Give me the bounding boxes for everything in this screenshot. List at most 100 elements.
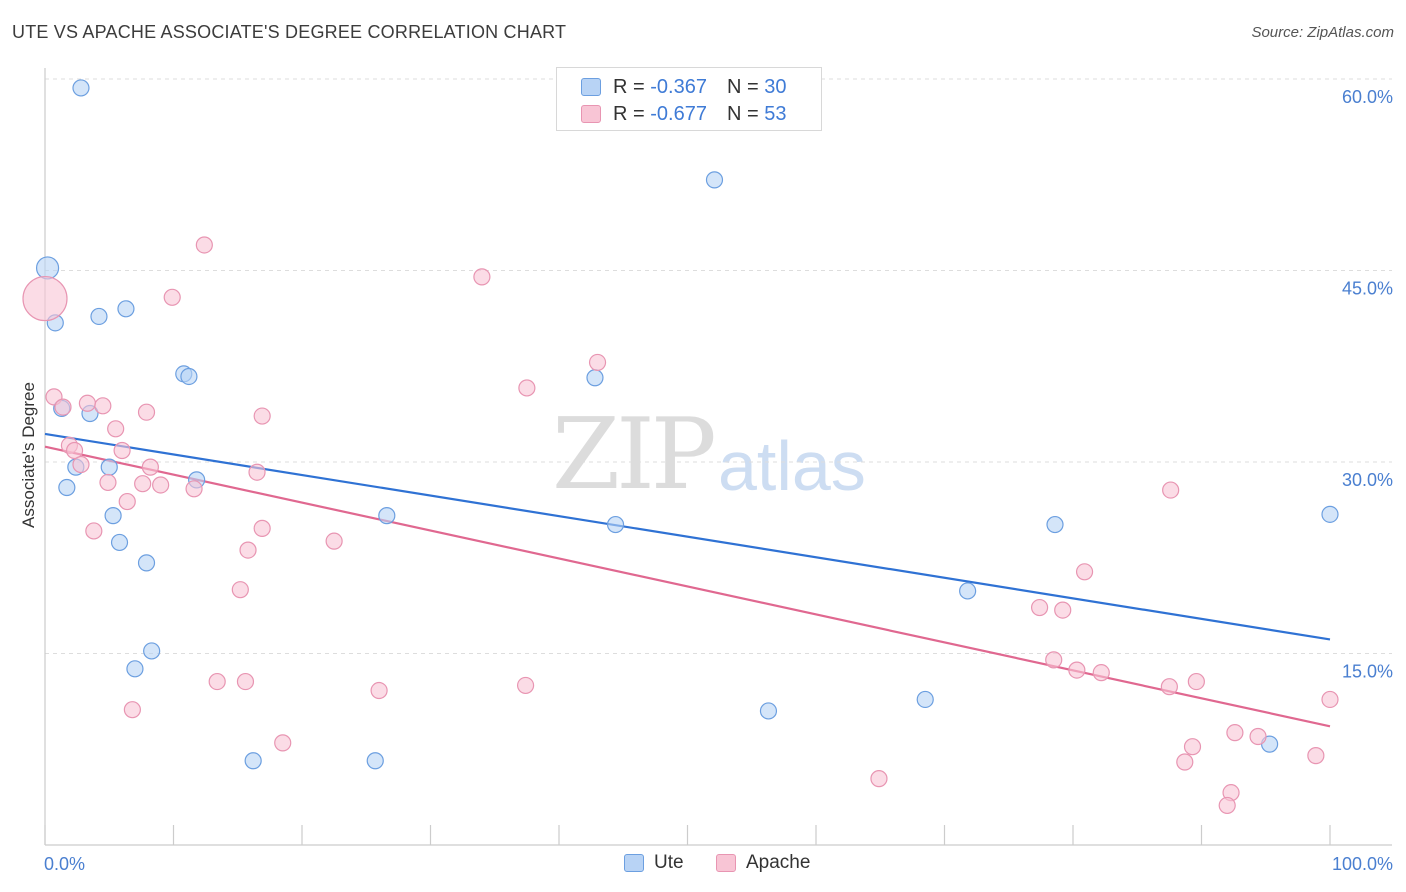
apache-point-22 bbox=[185, 480, 203, 498]
apache-point-26 bbox=[325, 532, 343, 550]
apache-point-36 bbox=[208, 672, 226, 691]
apache-point-27 bbox=[239, 541, 257, 559]
series-legend: Ute Apache bbox=[0, 852, 1406, 878]
apache-point-52 bbox=[1218, 796, 1236, 815]
apache-point-23 bbox=[118, 492, 136, 511]
ute-trend-line bbox=[44, 432, 1331, 641]
x-tick-label-max: 100.0% bbox=[1332, 854, 1393, 874]
watermark-atlas: atlas bbox=[718, 427, 866, 505]
apache-point-43 bbox=[123, 701, 141, 719]
apache-point-44 bbox=[274, 734, 292, 752]
apache-point-47 bbox=[1183, 738, 1202, 756]
legend-item-ute[interactable]: Ute bbox=[624, 852, 684, 874]
ute-point-8 bbox=[586, 369, 604, 387]
y-axis-title: Associate's Degree bbox=[19, 382, 38, 528]
apache-point-30 bbox=[1075, 563, 1094, 581]
ute-point-26 bbox=[759, 702, 778, 720]
apache-point-11 bbox=[253, 407, 271, 425]
ute-point-28 bbox=[366, 752, 384, 770]
apache-swatch bbox=[581, 105, 601, 123]
apache-point-16 bbox=[72, 455, 90, 474]
apache-n-value: 53 bbox=[764, 102, 787, 125]
ute-point-21 bbox=[137, 554, 156, 572]
ute-point-14 bbox=[58, 478, 76, 497]
apache-point-37 bbox=[236, 672, 255, 691]
apache-point-42 bbox=[1321, 690, 1339, 709]
y-tick-label-15: 15.0% bbox=[1342, 662, 1393, 682]
chart-title: UTE VS APACHE ASSOCIATE'S DEGREE CORRELA… bbox=[12, 22, 567, 42]
apache-r-value: -0.677 bbox=[650, 102, 707, 125]
apache-point-15 bbox=[113, 441, 131, 460]
apache-point-24 bbox=[85, 522, 103, 540]
apache-point-35 bbox=[1092, 664, 1110, 682]
apache-point-32 bbox=[1054, 601, 1072, 619]
ute-point-15 bbox=[104, 507, 122, 525]
y-tick-label-30: 30.0% bbox=[1342, 470, 1393, 490]
ute-point-2 bbox=[35, 256, 60, 280]
apache-trend-line bbox=[44, 445, 1331, 728]
ute-point-25 bbox=[916, 690, 934, 709]
grid-lines bbox=[45, 78, 1392, 654]
apache-point-3 bbox=[163, 288, 181, 306]
apache-point-18 bbox=[248, 463, 266, 481]
ute-point-16 bbox=[378, 507, 396, 525]
apache-legend-label: Apache bbox=[746, 852, 811, 873]
apache-point-7 bbox=[54, 398, 72, 416]
legend-item-apache[interactable]: Apache bbox=[716, 852, 810, 874]
ute-legend-label: Ute bbox=[654, 852, 684, 873]
ute-point-18 bbox=[1046, 515, 1064, 534]
apache-point-20 bbox=[134, 475, 152, 493]
apache-point-8 bbox=[78, 394, 97, 412]
ute-point-19 bbox=[1321, 505, 1339, 523]
apache-point-14 bbox=[65, 441, 84, 460]
apache-point-40 bbox=[1160, 678, 1178, 696]
ute-point-4 bbox=[90, 307, 108, 326]
apache-point-41 bbox=[1187, 672, 1205, 691]
ute-r-label: R = bbox=[613, 75, 651, 98]
ute-r-value: -0.367 bbox=[650, 75, 707, 98]
ute-swatch bbox=[581, 78, 601, 96]
ute-legend-swatch bbox=[624, 854, 644, 872]
y-tick-label-60: 60.0% bbox=[1342, 87, 1393, 107]
apache-point-39 bbox=[516, 676, 535, 695]
apache-point-33 bbox=[1045, 651, 1063, 669]
apache-point-46 bbox=[1249, 727, 1267, 746]
ute-point-20 bbox=[110, 533, 129, 552]
axes bbox=[44, 68, 1392, 846]
ute-n-label: N = bbox=[726, 75, 765, 98]
legend-row-apache: R = -0.677 N = 53 bbox=[581, 101, 786, 127]
axis-labels: 15.0% 30.0% 45.0% 60.0% 0.0% 100.0% Associate'… bbox=[19, 87, 1393, 874]
chart-source: Source: ZipAtlas.com bbox=[1251, 24, 1394, 41]
ute-point-23 bbox=[143, 642, 161, 660]
ute-point-22 bbox=[959, 582, 977, 600]
apache-point-21 bbox=[152, 476, 170, 494]
apache-point-10 bbox=[137, 403, 156, 421]
ute-point-12 bbox=[100, 458, 118, 476]
legend-row-ute: R = -0.367 N = 30 bbox=[581, 74, 786, 100]
apache-point-25 bbox=[253, 519, 271, 537]
apache-point-12 bbox=[107, 420, 125, 438]
ute-point-0 bbox=[72, 79, 90, 97]
data-points bbox=[22, 79, 1339, 815]
apache-point-0 bbox=[22, 275, 68, 322]
stats-legend: R = -0.367 N = 30 R = -0.677 N = 53 bbox=[556, 67, 822, 131]
apache-point-5 bbox=[518, 379, 536, 397]
apache-n-label: N = bbox=[726, 102, 765, 125]
apache-point-28 bbox=[231, 581, 249, 599]
ute-n-value: 30 bbox=[764, 75, 787, 98]
apache-point-29 bbox=[1162, 481, 1180, 499]
ute-point-24 bbox=[126, 660, 144, 678]
apache-point-34 bbox=[1068, 661, 1086, 679]
apache-point-1 bbox=[195, 236, 213, 254]
apache-point-9 bbox=[94, 397, 112, 415]
apache-legend-swatch bbox=[716, 854, 736, 872]
ute-point-5 bbox=[117, 300, 135, 318]
apache-point-4 bbox=[588, 353, 607, 372]
ute-point-1 bbox=[705, 171, 724, 189]
ute-point-27 bbox=[244, 752, 262, 770]
apache-r-label: R = bbox=[613, 102, 651, 125]
apache-point-31 bbox=[1030, 598, 1049, 617]
watermark-zip: ZIP bbox=[552, 398, 717, 512]
x-tick-label-min: 0.0% bbox=[44, 854, 85, 874]
